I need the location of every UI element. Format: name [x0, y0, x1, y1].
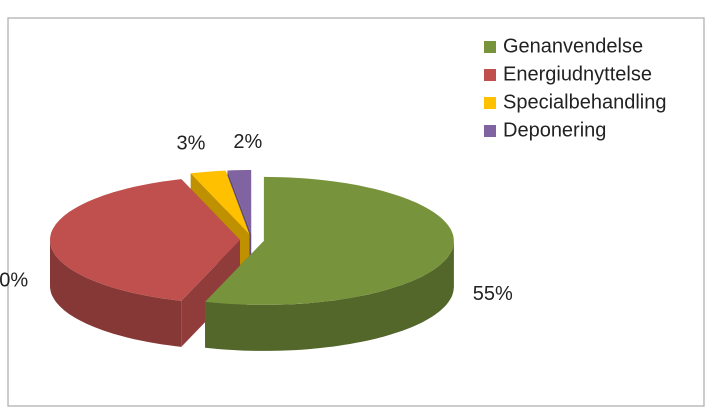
legend-label: Deponering: [503, 119, 606, 141]
slice-wall: [205, 240, 454, 351]
legend-swatch: [484, 69, 496, 81]
legend-label: Specialbehandling: [503, 91, 666, 113]
legend-label: Genanvendelse: [503, 35, 643, 57]
slice: [227, 170, 252, 235]
slice: [190, 170, 250, 235]
data-label: 55%: [473, 283, 513, 305]
slice: [50, 179, 240, 301]
legend-label: Energiudnyttelse: [503, 63, 652, 85]
legend-swatch: [484, 125, 496, 137]
data-label: 3%: [177, 132, 206, 154]
slice: [205, 176, 454, 305]
legend-swatch: [484, 41, 496, 53]
data-label: 2%: [233, 131, 262, 153]
data-label: 40%: [0, 270, 28, 292]
legend-swatch: [484, 97, 496, 109]
slice-wall: [50, 240, 182, 347]
